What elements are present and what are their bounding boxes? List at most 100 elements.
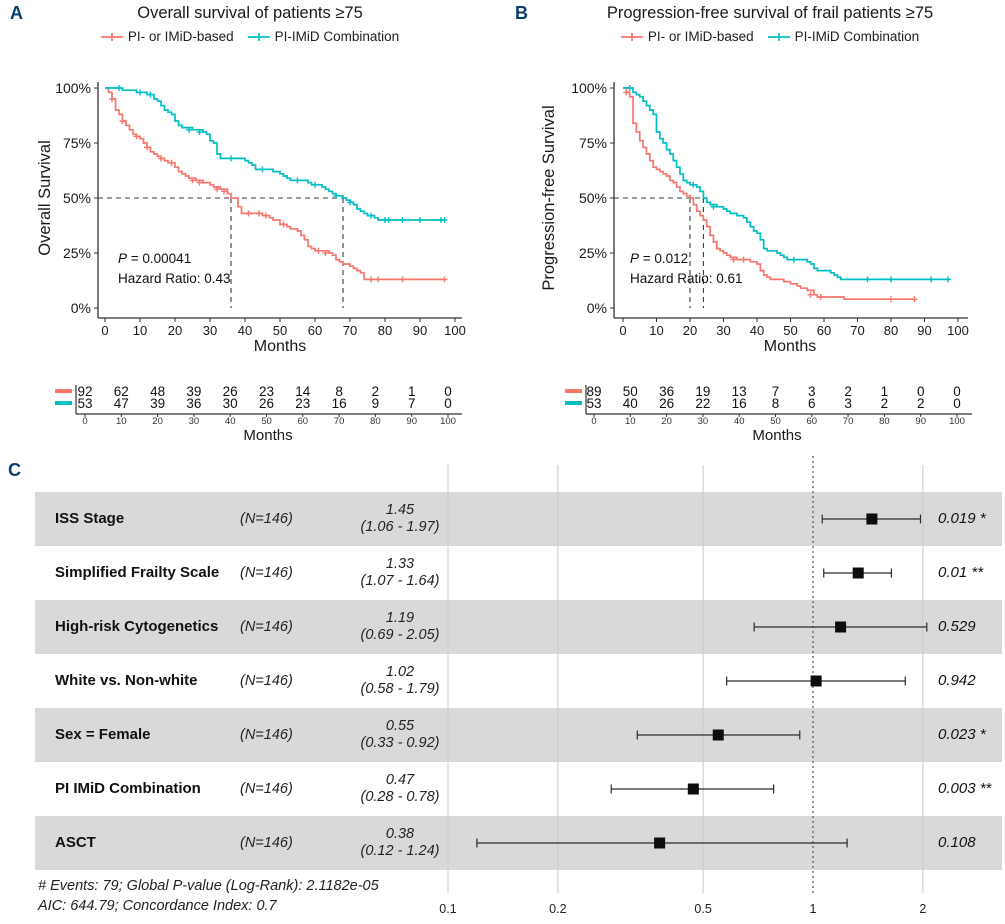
forest-row-label: ASCT <box>55 834 96 851</box>
risk-table-count: 47 <box>114 396 129 411</box>
risk-table-count: 14 <box>295 384 311 399</box>
forest-row-estimate: 1.19 (0.69 - 2.05) <box>360 610 440 643</box>
y-tick-label: 75% <box>63 135 91 151</box>
forest-row-n: (N=146) <box>240 619 293 635</box>
forest-row <box>35 708 1002 762</box>
legend-item: PI- or IMiD-based <box>620 29 754 44</box>
x-tick-label: 30 <box>716 323 730 338</box>
risk-table-tick-label: 20 <box>152 416 163 427</box>
risk-table-tick-label: 80 <box>879 416 890 427</box>
x-tick-label: 50 <box>783 323 797 338</box>
panel-a-risk-table-x-title: Months <box>243 427 293 444</box>
forest-row-pvalue: 0.01 ** <box>938 564 984 581</box>
y-tick-label: 25% <box>63 245 91 261</box>
forest-axis-tick-label: 0.1 <box>439 902 457 916</box>
risk-table-tick-label: 100 <box>949 416 965 427</box>
panel-a-legend: PI- or IMiD-based PI-IMiD Combination <box>30 29 470 44</box>
risk-table-count: 48 <box>150 384 165 399</box>
x-tick-label: 80 <box>884 323 898 338</box>
risk-table-count: 1 <box>408 384 416 399</box>
risk-table-count: 16 <box>732 396 747 411</box>
forest-row-n: (N=146) <box>240 727 293 743</box>
risk-table-count: 7 <box>408 396 416 411</box>
panel-b-annotation: P = 0.012 Hazard Ratio: 0.61 <box>630 249 743 289</box>
x-tick-label: 0 <box>619 323 626 338</box>
risk-table-tick-label: 40 <box>734 416 745 427</box>
y-tick-label: 50% <box>579 190 607 206</box>
legend-curve-marker-icon <box>100 32 123 41</box>
forest-row-estimate: 0.38 (0.12 - 1.24) <box>360 826 440 859</box>
y-tick-label: 50% <box>63 190 91 206</box>
panel-c-label: C <box>8 460 21 480</box>
risk-table-tick-label: 0 <box>82 416 87 427</box>
risk-table-group-marker <box>565 401 582 405</box>
risk-table-tick-label: 10 <box>116 416 127 427</box>
survival-curve <box>105 87 445 221</box>
forest-row-estimate: 1.45 (1.06 - 1.97) <box>360 502 440 535</box>
risk-table-count: 1 <box>881 384 889 399</box>
y-tick-label: 100% <box>571 80 607 96</box>
risk-table-count: 6 <box>808 396 816 411</box>
panel-a-label: A <box>10 3 23 23</box>
legend-label: PI-IMiD Combination <box>794 29 920 44</box>
km-panel-b: 0%25%50%75%100%0 10 20 30 40 50 60 70 80 90 100Pro… <box>540 80 972 427</box>
risk-table-tick-label: 100 <box>440 416 456 427</box>
x-tick-label: 100 <box>444 323 466 338</box>
risk-table-tick-label: 10 <box>625 416 636 427</box>
risk-table-count: 23 <box>295 396 310 411</box>
risk-table-tick-label: 30 <box>189 416 200 427</box>
forest-row-pvalue: 0.529 <box>938 618 976 635</box>
risk-table-count: 2 <box>881 396 889 411</box>
x-tick-label: 50 <box>273 323 287 338</box>
legend-curve-marker-icon <box>247 32 270 41</box>
forest-row <box>35 816 1002 870</box>
risk-table-tick-label: 0 <box>591 416 596 427</box>
y-tick-label: 100% <box>55 80 91 96</box>
risk-table-count: 39 <box>150 396 165 411</box>
risk-table-tick-label: 80 <box>370 416 381 427</box>
forest-row-label: High-risk Cytogenetics <box>55 618 219 635</box>
risk-table-group-marker <box>55 401 72 405</box>
forest-row-pvalue: 0.019 * <box>938 510 986 527</box>
legend-item: PI- or IMiD-based <box>100 29 234 44</box>
risk-table-tick-label: 50 <box>261 416 272 427</box>
panel-b-title: Progression-free survival of frail patie… <box>606 4 934 22</box>
risk-table-count: 30 <box>223 396 238 411</box>
y-tick-label: 0% <box>587 300 607 316</box>
footer-events-line: # Events: 79; Global P-value (Log-Rank):… <box>38 878 379 894</box>
x-tick-label: 70 <box>850 323 864 338</box>
forest-row-pvalue: 0.003 ** <box>938 780 992 797</box>
risk-table-count: 23 <box>259 384 274 399</box>
x-tick-label: 40 <box>238 323 252 338</box>
risk-table-count: 36 <box>186 396 201 411</box>
panel-b-x-axis-title: Months <box>763 338 817 355</box>
risk-table-count: 53 <box>77 396 92 411</box>
risk-table-count: 2 <box>917 396 925 411</box>
forest-axis-tick-label: 1 <box>809 902 817 916</box>
risk-table-count: 39 <box>186 384 201 399</box>
x-tick-label: 90 <box>917 323 931 338</box>
risk-table-count: 8 <box>772 396 780 411</box>
y-tick-label: 0% <box>71 300 91 316</box>
x-tick-label: 90 <box>413 323 427 338</box>
km-panel-a: 0%25%50%75%100%0 10 20 30 40 50 60 70 80 90 100Ove… <box>36 80 466 427</box>
risk-table-count: 0 <box>444 396 452 411</box>
x-tick-label: 10 <box>649 323 663 338</box>
risk-table-count: 0 <box>953 384 961 399</box>
forest-row-label: PI IMiD Combination <box>55 780 201 797</box>
x-tick-label: 70 <box>343 323 357 338</box>
forest-row-label: ISS Stage <box>55 510 125 527</box>
risk-table-tick-label: 40 <box>225 416 236 427</box>
risk-table-count: 26 <box>659 396 674 411</box>
y-tick-label: 75% <box>579 135 607 151</box>
x-tick-label: 60 <box>308 323 322 338</box>
forest-row-n: (N=146) <box>240 835 293 851</box>
risk-table-count: 36 <box>659 384 674 399</box>
forest-row-estimate: 1.33 (1.07 - 1.64) <box>360 556 440 589</box>
x-tick-label: 30 <box>203 323 217 338</box>
legend-curve-marker-icon <box>767 32 790 41</box>
forest-row-n: (N=146) <box>240 673 293 689</box>
risk-table-count: 89 <box>586 384 601 399</box>
panel-a-hazard-ratio: Hazard Ratio: 0.43 <box>118 271 231 286</box>
